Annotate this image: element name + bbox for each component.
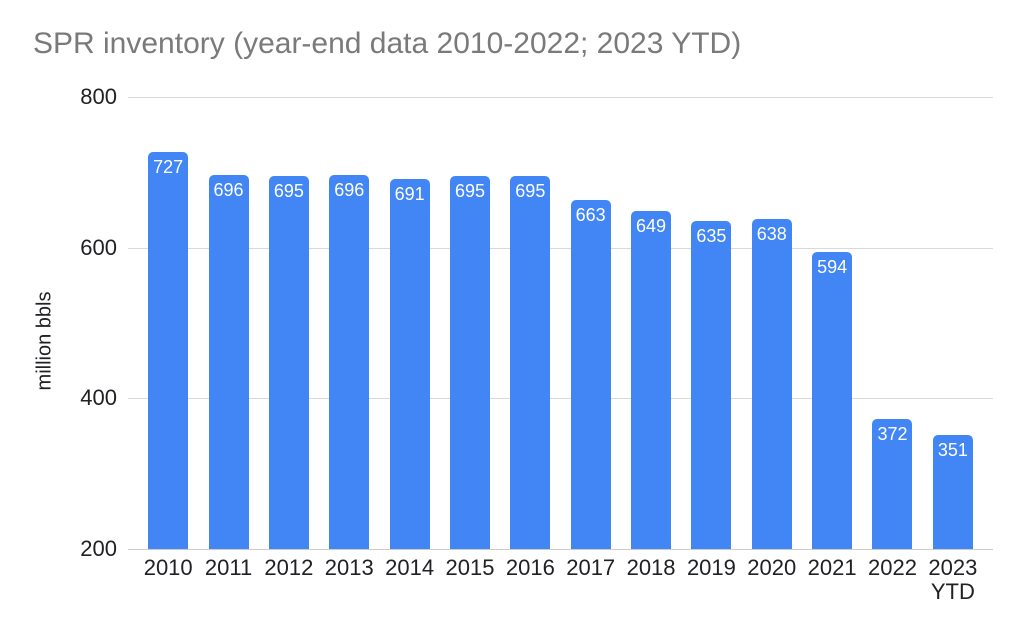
- bar-value-label-2021: 594: [817, 257, 848, 278]
- bar-value-label-2013: 696: [334, 180, 365, 201]
- bar-value-label-2012: 695: [273, 181, 304, 202]
- bar-value-label-2023: 351: [937, 440, 968, 461]
- x-tick-label-2014: 2014: [385, 555, 435, 580]
- bar-value-label-2016: 695: [515, 181, 546, 202]
- bar-column-2012: 695: [259, 97, 319, 549]
- x-axis-baseline: [128, 549, 993, 550]
- bar-value-label-2017: 663: [575, 205, 606, 226]
- bar-2016[interactable]: 695: [510, 176, 551, 549]
- x-tick-label-2017: 2017: [566, 555, 616, 580]
- y-tick-label-800: 800: [80, 84, 117, 109]
- bar-column-2023: 351: [923, 97, 983, 549]
- bar-2012[interactable]: 695: [268, 176, 309, 549]
- gridline-400: [128, 398, 993, 400]
- bar-2021[interactable]: 594: [812, 252, 853, 549]
- chart-title: SPR inventory (year-end data 2010-2022; …: [33, 27, 742, 60]
- y-tick-label-200: 200: [80, 536, 117, 561]
- x-tick-label-2013: 2013: [324, 555, 374, 580]
- bar-column-2017: 663: [561, 97, 621, 549]
- bar-column-2022: 372: [862, 97, 922, 549]
- x-tick-label-2020: 2020: [747, 555, 797, 580]
- x-tick-label-2021: 2021: [807, 555, 857, 580]
- x-tick-label-2022: 2022: [868, 555, 917, 580]
- bar-column-2011: 696: [198, 97, 258, 549]
- bar-column-2015: 695: [440, 97, 500, 549]
- bar-2018[interactable]: 649: [631, 210, 672, 549]
- bar-column-2020: 638: [742, 97, 802, 549]
- bar-2020[interactable]: 638: [751, 219, 792, 549]
- x-tick-label-2012: 2012: [264, 555, 314, 580]
- bar-column-2018: 649: [621, 97, 681, 549]
- bar-2022[interactable]: 372: [872, 419, 913, 549]
- bar-value-label-2015: 695: [454, 181, 485, 202]
- bar-value-label-2011: 696: [213, 180, 244, 201]
- bar-value-label-2010: 727: [153, 157, 184, 177]
- bar-2017[interactable]: 663: [570, 200, 611, 549]
- bar-value-label-2022: 372: [877, 424, 908, 445]
- bar-value-label-2014: 691: [394, 184, 425, 205]
- bar-value-label-2019: 635: [696, 226, 727, 247]
- x-tick-label-2018: 2018: [626, 555, 676, 580]
- bar-column-2013: 696: [319, 97, 379, 549]
- bar-2011[interactable]: 696: [208, 175, 249, 549]
- y-tick-label-600: 600: [80, 234, 117, 260]
- gridline-800: [128, 97, 993, 98]
- bar-column-2014: 691: [379, 97, 439, 549]
- bar-2023[interactable]: 351: [932, 435, 973, 549]
- plot-area: 727 696 695 696 691 695 695 663 649 635 638 594 372 3…: [128, 97, 993, 550]
- x-tick-label-2010: 2010: [143, 555, 193, 580]
- bar-2015[interactable]: 695: [449, 176, 490, 549]
- x-tick-label-2019: 2019: [686, 555, 736, 580]
- x-tick-label-2016: 2016: [505, 555, 555, 580]
- bar-column-2019: 635: [681, 97, 741, 549]
- x-tick-label-2011: 2011: [204, 555, 253, 580]
- bars-layer: 727 696 695 696 691 695 695 663 649 635 638 594 372 3…: [128, 97, 993, 549]
- bar-column-2010: 727: [138, 97, 198, 549]
- x-tick-label-2023: 2023 YTD: [928, 555, 978, 604]
- bar-2014[interactable]: 691: [389, 179, 430, 549]
- bar-value-label-2018: 649: [636, 215, 667, 236]
- bar-column-2016: 695: [500, 97, 560, 549]
- gridline-600: [128, 247, 993, 249]
- bar-value-label-2020: 638: [756, 224, 787, 244]
- bar-column-2021: 594: [802, 97, 862, 549]
- bar-2013[interactable]: 696: [329, 175, 370, 549]
- x-axis-labels: 2010 2011 2012 2013 2014 2015 2016 2017 2018 2019…: [128, 556, 993, 604]
- x-tick-label-2015: 2015: [445, 555, 495, 580]
- y-tick-label-400: 400: [80, 385, 117, 411]
- bar-2010[interactable]: 727: [148, 152, 189, 549]
- bar-2019[interactable]: 635: [691, 221, 732, 549]
- y-axis-labels: 200 400 600 800: [40, 84, 117, 561]
